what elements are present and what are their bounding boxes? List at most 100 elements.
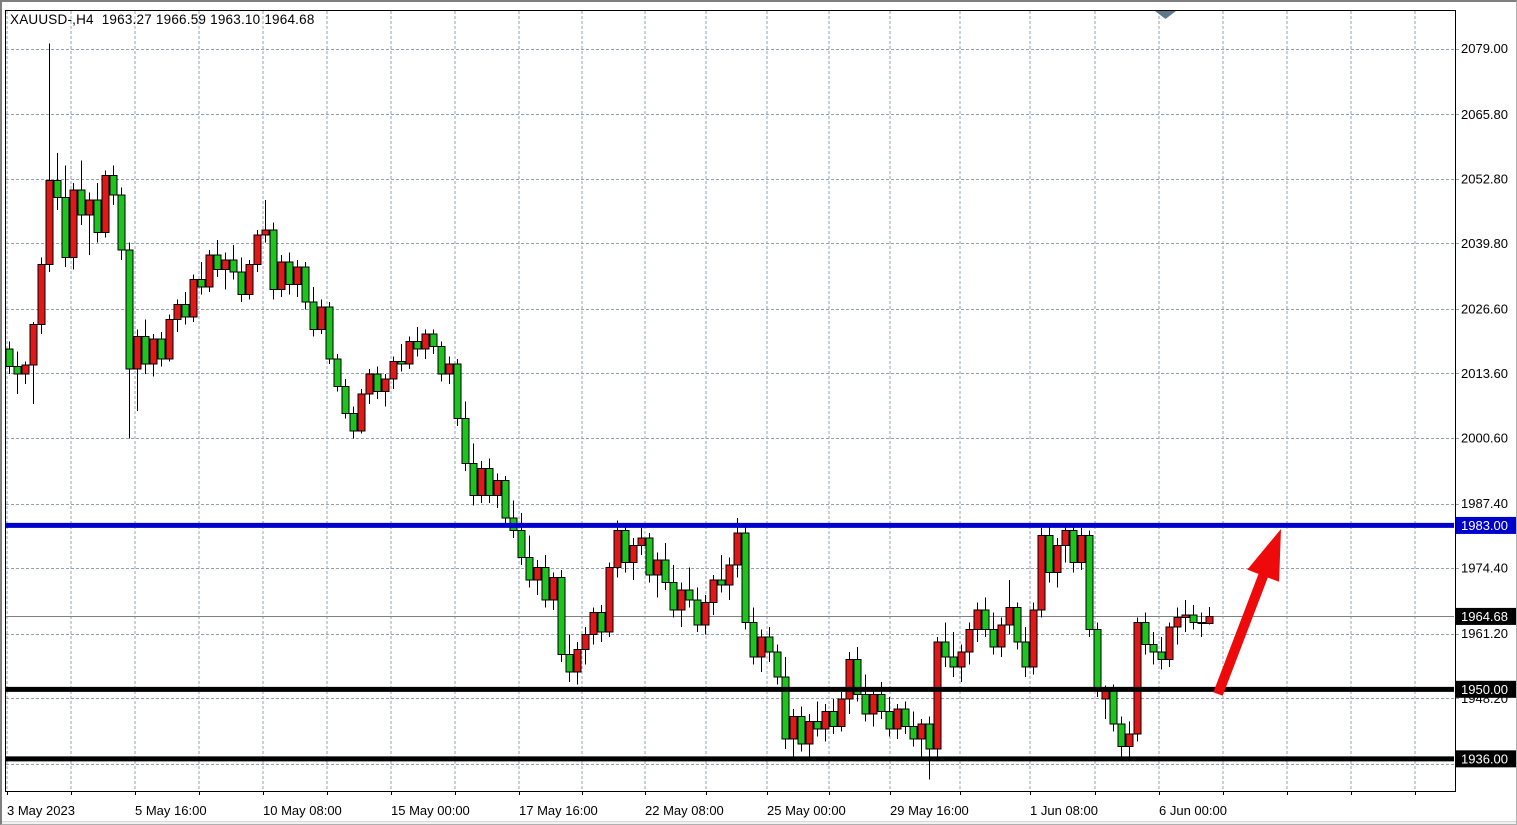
bear-candle — [877, 693, 886, 713]
bull-candle — [653, 559, 662, 576]
time-tick-label: 5 May 16:00 — [135, 803, 207, 818]
bull-candle — [149, 338, 158, 365]
bull-candle — [261, 229, 270, 236]
bear-candle — [981, 609, 990, 631]
bull-candle — [533, 567, 542, 581]
bear-candle — [1045, 534, 1054, 574]
price-tick-label: 2079.00 — [1461, 41, 1508, 56]
bear-candle — [669, 582, 678, 611]
bear-candle — [909, 726, 918, 740]
bull-candle — [725, 564, 734, 586]
bear-candle — [541, 567, 550, 601]
bear-candle — [117, 194, 126, 251]
bear-candle — [157, 338, 166, 360]
bull-candle — [869, 693, 878, 715]
bear-candle — [325, 306, 334, 360]
bear-candle — [53, 179, 62, 199]
bear-candle — [1069, 529, 1078, 564]
bull-candle — [1005, 606, 1014, 626]
bear-candle — [597, 611, 606, 633]
bull-candle — [957, 651, 966, 668]
symbol-period-label: XAUUSD-,H4 — [10, 12, 94, 27]
bear-candle — [1141, 621, 1150, 646]
bear-candle — [285, 261, 294, 286]
bull-candle — [477, 467, 486, 497]
time-tick-label: 17 May 16:00 — [519, 803, 598, 818]
bear-candle — [693, 599, 702, 626]
close-value: 1964.68 — [264, 12, 315, 27]
bear-candle — [341, 385, 350, 415]
bear-candle — [469, 462, 478, 497]
bear-candle — [1093, 629, 1102, 690]
bear-candle — [853, 659, 862, 695]
bull-candle — [805, 721, 814, 745]
bull-candle — [837, 698, 846, 728]
bull-candle — [1053, 544, 1062, 574]
price-badge — [1456, 750, 1516, 768]
bear-candle — [1013, 606, 1022, 643]
time-tick-label: 10 May 08:00 — [263, 803, 342, 818]
price-badge-label: 1950.00 — [1461, 682, 1508, 697]
bull-candle — [789, 716, 798, 740]
price-axis[interactable] — [1456, 10, 1517, 791]
bear-candle — [797, 716, 806, 745]
bull-candle — [1037, 534, 1046, 611]
bear-candle — [661, 559, 670, 584]
bear-candle — [309, 301, 318, 330]
trend-arrow-head-icon[interactable] — [1247, 529, 1281, 582]
bear-candle — [773, 651, 782, 678]
bull-candle — [1029, 609, 1038, 668]
bull-candle — [85, 199, 94, 216]
bear-candle — [621, 529, 630, 564]
low-value: 1963.10 — [210, 12, 261, 27]
bear-candle — [429, 333, 438, 348]
bull-candle — [845, 659, 854, 700]
bull-candle — [973, 609, 982, 631]
bull-candle — [205, 254, 214, 288]
bull-candle — [757, 636, 766, 658]
bear-candle — [77, 189, 86, 216]
time-tick-label: 1 Jun 08:00 — [1030, 803, 1098, 818]
bear-candle — [1085, 534, 1094, 631]
bull-candle — [821, 711, 830, 730]
bull-candle — [965, 629, 974, 653]
bear-candle — [5, 348, 14, 368]
bull-candle — [933, 641, 942, 750]
bear-candle — [213, 254, 222, 271]
bear-candle — [781, 676, 790, 740]
price-badge-label: 1936.00 — [1461, 751, 1508, 766]
bear-candle — [989, 629, 998, 648]
bull-candle — [173, 303, 182, 320]
bottom-scroll-strip — [2, 821, 1516, 824]
bull-candle — [253, 234, 262, 266]
bear-candle — [949, 656, 958, 668]
bear-candle — [301, 266, 310, 303]
chart-shift-marker-icon — [1155, 11, 1176, 19]
bull-candle — [101, 174, 110, 233]
bear-candle — [453, 363, 462, 420]
bull-candle — [357, 393, 366, 432]
chart-title: XAUUSD-,H4 1963.27 1966.59 1963.10 1964.68 — [10, 12, 319, 27]
bull-candle — [21, 364, 30, 375]
bull-candle — [365, 373, 374, 395]
bull-candle — [45, 179, 54, 266]
bull-candle — [389, 361, 398, 380]
time-axis[interactable] — [5, 792, 1455, 820]
bear-candle — [901, 708, 910, 728]
bull-candle — [605, 567, 614, 633]
bull-candle — [445, 363, 454, 375]
bear-candle — [141, 336, 150, 365]
price-tick-label: 2039.80 — [1461, 236, 1508, 251]
bull-candle — [917, 723, 926, 740]
bear-candle — [93, 199, 102, 233]
trend-arrow-shaft[interactable] — [1213, 566, 1271, 696]
bear-candle — [13, 366, 22, 375]
price-badge-label: 1964.68 — [1461, 609, 1508, 624]
price-tick-label: 2013.60 — [1461, 366, 1508, 381]
bear-candle — [461, 418, 470, 464]
bull-candle — [701, 601, 710, 626]
bull-candle — [549, 577, 558, 601]
bear-candle — [1197, 621, 1206, 624]
